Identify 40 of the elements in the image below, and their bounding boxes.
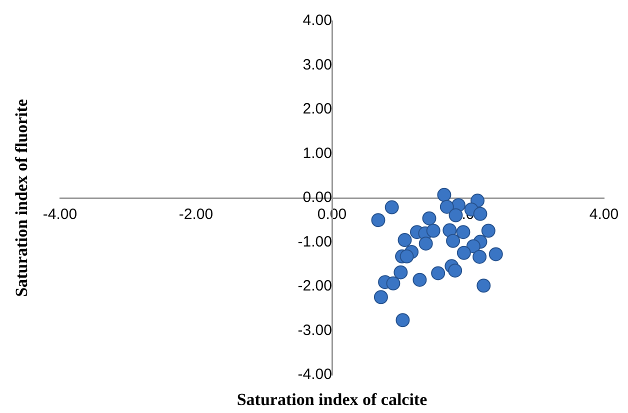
point: [456, 225, 470, 240]
point: [396, 313, 410, 328]
point: [386, 276, 400, 290]
point: [473, 206, 488, 221]
point: [446, 234, 460, 248]
point: [476, 278, 491, 293]
point: [398, 233, 412, 248]
point: [437, 188, 452, 202]
point: [488, 247, 503, 262]
point: [442, 223, 457, 238]
y-tick-label: -1.00: [298, 233, 332, 250]
point: [371, 213, 386, 228]
x-tick-label: -2.00: [178, 206, 214, 224]
y-tick-label: 3.00: [302, 56, 332, 74]
point: [418, 236, 433, 251]
y-axis-title: Saturation index of fluorite: [12, 99, 32, 297]
point: [456, 246, 471, 260]
point: [448, 208, 463, 222]
y-tick-label: -4.00: [298, 366, 332, 384]
point: [440, 200, 454, 214]
y-tick-label: 1.00: [302, 144, 332, 162]
point: [481, 224, 496, 238]
y-tick-label: -3.00: [298, 322, 332, 339]
point: [431, 266, 446, 280]
point: [426, 224, 440, 238]
y-tick-label: 4.00: [302, 12, 332, 30]
x-tick-label: -4.00: [42, 206, 78, 224]
point: [412, 272, 427, 287]
x-axis-title: Saturation index of calcite: [236, 390, 428, 410]
point: [394, 265, 408, 280]
point: [422, 211, 436, 226]
y-tick-label: 2.00: [302, 100, 332, 118]
point: [472, 250, 487, 264]
point: [448, 264, 462, 278]
y-tick-label: -2.00: [298, 278, 332, 295]
point: [400, 249, 414, 264]
point: [384, 200, 399, 214]
y-tick-label: 0.00: [302, 189, 332, 206]
x-tick-label: 4.00: [589, 206, 619, 224]
point: [374, 290, 388, 304]
